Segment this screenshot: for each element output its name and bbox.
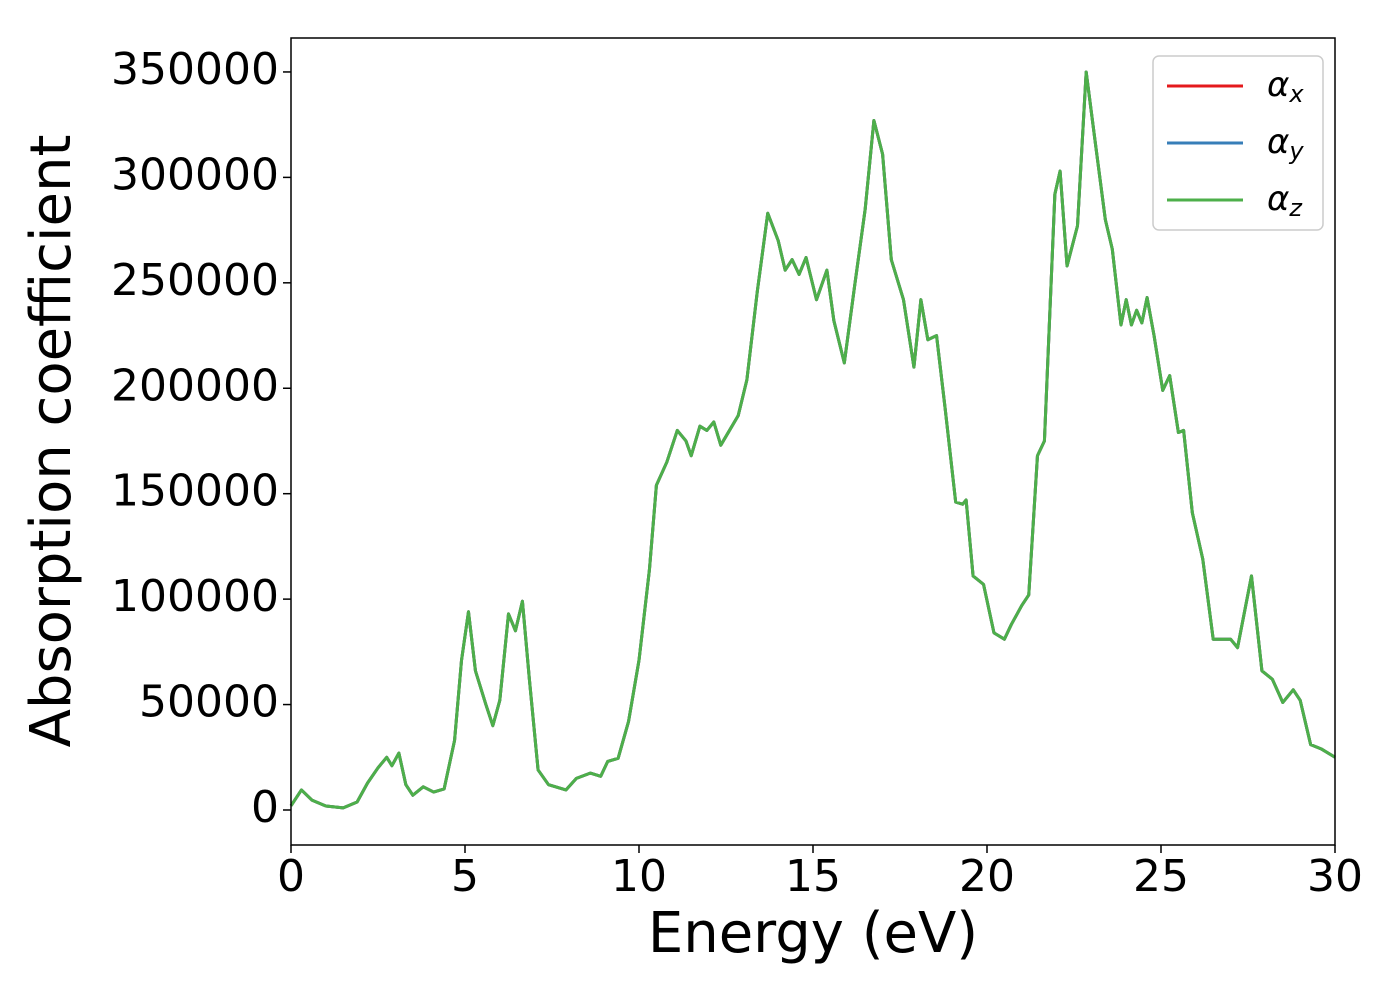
- x-tick-label: 15: [785, 851, 841, 902]
- y-tick-label: 150000: [111, 466, 279, 517]
- x-tick-label: 0: [277, 851, 305, 902]
- y-tick-label: 100000: [111, 571, 279, 622]
- x-tick-label: 5: [451, 851, 479, 902]
- data-line: [289, 70, 1336, 810]
- legend-label: αy: [1267, 122, 1304, 166]
- x-tick-label: 25: [1133, 851, 1189, 902]
- y-tick-label: 50000: [139, 677, 279, 728]
- x-tick-label: 20: [959, 851, 1015, 902]
- y-tick-label: 350000: [111, 44, 279, 95]
- plot-frame: [290, 37, 1336, 846]
- y-tick-label: 200000: [111, 360, 279, 411]
- x-tick-label: 30: [1307, 851, 1363, 902]
- y-tick-label: 300000: [111, 149, 279, 200]
- legend-label: αz: [1267, 179, 1303, 223]
- y-tick-label: 0: [251, 782, 279, 833]
- legend-label: αx: [1267, 65, 1304, 109]
- x-axis-label: Energy (eV): [648, 901, 978, 966]
- y-axis-label: Absorption coefficient: [19, 135, 84, 748]
- x-tick-label: 10: [611, 851, 667, 902]
- y-tick-label: 250000: [111, 255, 279, 306]
